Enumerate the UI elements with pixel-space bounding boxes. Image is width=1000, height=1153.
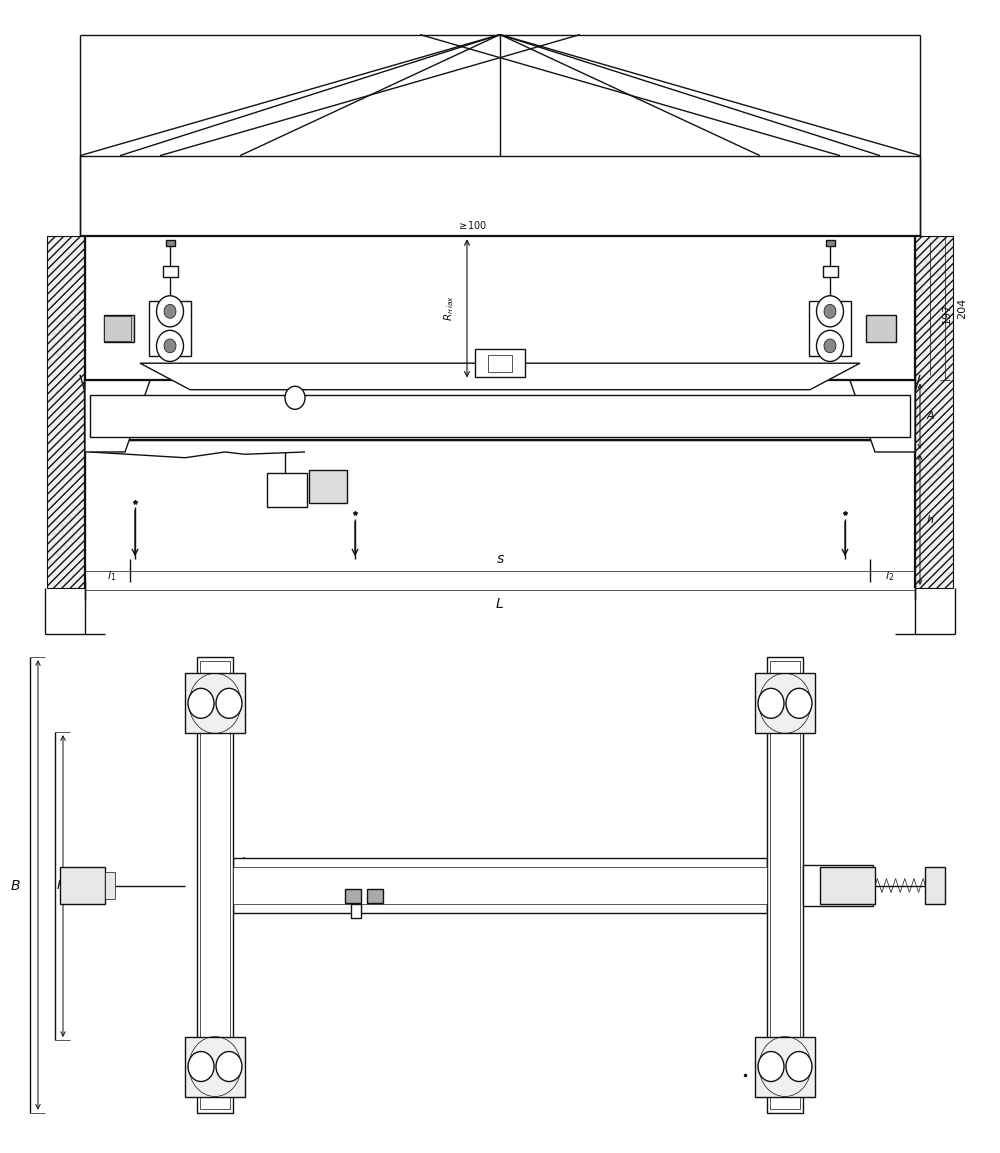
- Bar: [309, 470, 347, 503]
- Bar: [105, 872, 115, 899]
- Circle shape: [164, 339, 176, 353]
- Polygon shape: [140, 363, 860, 390]
- Bar: [197, 657, 233, 1113]
- Bar: [200, 661, 230, 1109]
- Polygon shape: [85, 380, 150, 452]
- Text: 197: 197: [942, 302, 952, 324]
- Circle shape: [816, 330, 844, 362]
- Bar: [915, 236, 953, 588]
- Text: $h_o$: $h_o$: [673, 393, 687, 407]
- Circle shape: [156, 330, 184, 362]
- Bar: [47, 236, 85, 588]
- Bar: [166, 241, 175, 246]
- Circle shape: [824, 339, 836, 353]
- Circle shape: [758, 688, 784, 718]
- Bar: [104, 316, 131, 340]
- Text: K: K: [57, 879, 65, 892]
- Circle shape: [188, 1052, 214, 1082]
- Text: h: h: [926, 515, 933, 525]
- Circle shape: [816, 295, 844, 327]
- Bar: [822, 266, 838, 277]
- Bar: [475, 349, 525, 377]
- Circle shape: [285, 386, 305, 409]
- Polygon shape: [850, 380, 915, 452]
- Text: s: s: [496, 552, 504, 566]
- Bar: [233, 858, 767, 913]
- Bar: [925, 867, 945, 904]
- Bar: [820, 867, 875, 904]
- Bar: [809, 301, 851, 356]
- Bar: [770, 661, 800, 1109]
- Text: A: A: [926, 412, 934, 421]
- Circle shape: [216, 688, 242, 718]
- Bar: [755, 1037, 815, 1097]
- Circle shape: [216, 1052, 242, 1082]
- Bar: [162, 266, 178, 277]
- Bar: [267, 473, 307, 507]
- Text: $l_2$: $l_2$: [885, 570, 895, 583]
- Bar: [345, 889, 361, 903]
- Bar: [90, 395, 910, 437]
- Bar: [85, 380, 915, 440]
- Bar: [149, 301, 191, 356]
- Bar: [803, 865, 873, 906]
- Bar: [767, 657, 803, 1113]
- Circle shape: [156, 295, 184, 327]
- Bar: [755, 673, 815, 733]
- Text: L: L: [496, 597, 504, 611]
- Text: 204: 204: [957, 297, 967, 319]
- Bar: [866, 315, 896, 342]
- Circle shape: [758, 1052, 784, 1082]
- Circle shape: [786, 1052, 812, 1082]
- Circle shape: [824, 304, 836, 318]
- Text: $l_1$: $l_1$: [107, 570, 117, 583]
- Bar: [488, 355, 512, 372]
- Text: $R_{н\,іax}$: $R_{н\,іax}$: [442, 295, 456, 322]
- Bar: [185, 673, 245, 733]
- Bar: [185, 1037, 245, 1097]
- Bar: [60, 867, 105, 904]
- Circle shape: [188, 688, 214, 718]
- Bar: [104, 315, 134, 342]
- Circle shape: [164, 304, 176, 318]
- Circle shape: [786, 688, 812, 718]
- Text: $\geq\!100$: $\geq\!100$: [457, 219, 487, 231]
- Bar: [826, 241, 834, 246]
- Text: B: B: [10, 879, 20, 892]
- Bar: [367, 889, 383, 903]
- Bar: [233, 867, 767, 904]
- Bar: [351, 904, 361, 918]
